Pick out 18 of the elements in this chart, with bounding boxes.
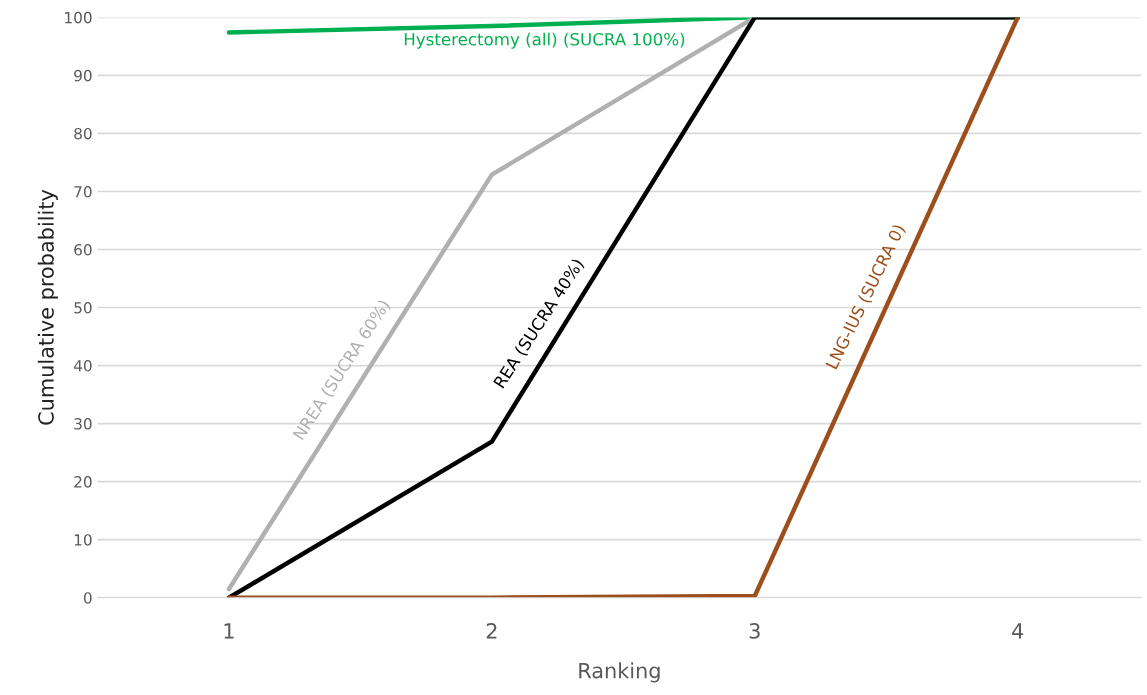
y-tick-label: 90: [74, 69, 92, 82]
x-tick-label: 2: [486, 623, 497, 639]
x-tick-label: 4: [1012, 623, 1024, 639]
y-axis-title: Cumulative probability: [37, 189, 58, 425]
y-tick-label: 30: [74, 418, 92, 430]
y-tick-label: 50: [74, 302, 92, 314]
y-tick-label: 0: [83, 592, 92, 604]
y-tick-label: 20: [74, 476, 92, 488]
x-tick-label: 1: [224, 623, 234, 639]
annotation: Hysterectomy (all) (SUCRA 100%): [404, 32, 685, 49]
y-tick-label: 100: [65, 11, 92, 24]
y-tick-label: 60: [74, 243, 92, 256]
y-tick-label: 70: [74, 185, 92, 198]
x-axis-title: Ranking: [579, 662, 660, 683]
y-tick-label: 40: [73, 360, 92, 372]
y-tick-label: 10: [74, 534, 92, 546]
y-tick-label: 80: [74, 127, 92, 140]
x-tick-label: 3: [749, 623, 760, 639]
